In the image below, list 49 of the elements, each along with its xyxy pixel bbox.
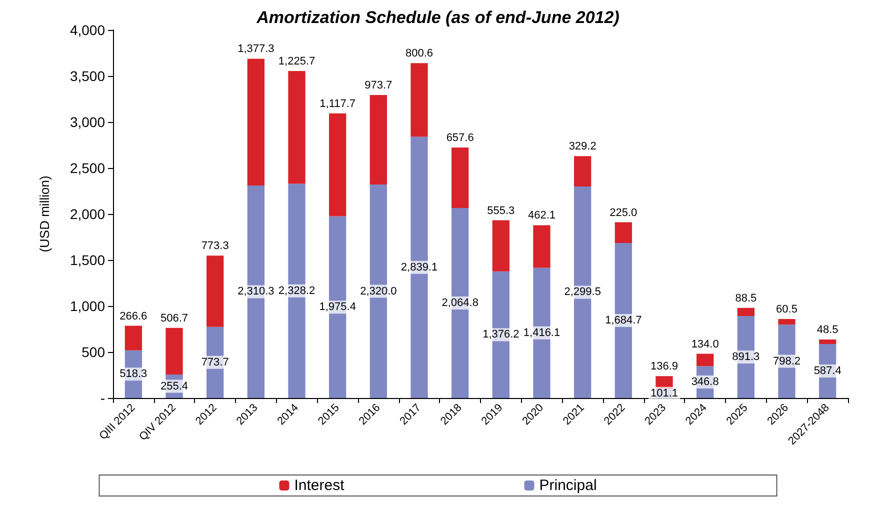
data-label: 329.2 (568, 140, 596, 153)
data-label: 136.9 (650, 360, 678, 373)
data-label: 798.2 (772, 355, 801, 368)
y-axis-title: (USD million) (37, 176, 52, 252)
data-label: 2,310.3 (238, 286, 274, 298)
data-label: 773.7 (201, 356, 229, 368)
legend-label: Principal (539, 477, 597, 494)
data-label: 101.1 (650, 387, 678, 400)
data-label: 518.3 (120, 368, 148, 380)
chart-title: Amortization Schedule (as of end-June 2012) (256, 8, 620, 27)
data-label: 657.6 (446, 132, 474, 144)
data-label: 225.0 (610, 206, 638, 219)
data-label: 1,975.4 (319, 301, 356, 314)
data-label: 1,416.1 (523, 326, 560, 339)
y-tick-label: 4,000 (70, 22, 106, 38)
y-tick-label: 500 (82, 344, 106, 360)
data-label: 346.8 (691, 376, 719, 388)
y-tick-label: 2,500 (70, 160, 106, 176)
data-label: 1,117.7 (320, 98, 356, 110)
data-label: 2,299.5 (564, 286, 601, 298)
data-label: 1,684.7 (605, 314, 642, 327)
data-label: 1,377.3 (238, 43, 274, 56)
data-label: 88.5 (735, 292, 757, 304)
data-label: 891.3 (732, 351, 760, 363)
data-label: 2,320.0 (360, 285, 397, 298)
data-label: 555.3 (487, 204, 515, 217)
data-label: 587.4 (814, 364, 842, 377)
data-label: 1,225.7 (278, 56, 316, 68)
y-tick-label: 2,000 (70, 206, 106, 222)
data-label: 60.5 (776, 304, 798, 316)
y-tick-label: 1,000 (70, 298, 106, 314)
data-label: 134.0 (691, 338, 719, 350)
data-label: 48.5 (816, 324, 838, 336)
y-tick-label: 1,500 (70, 252, 106, 268)
data-label: 773.3 (201, 240, 229, 252)
data-label: 2,064.8 (442, 297, 478, 310)
data-label: 800.6 (405, 48, 434, 60)
data-label: 2,839.1 (400, 261, 438, 274)
legend-label: Interest (294, 477, 346, 494)
y-tick-label: - (100, 390, 106, 406)
data-label: 462.1 (528, 210, 556, 222)
y-tick-label: 3,000 (70, 114, 106, 130)
data-label: 1,376.2 (482, 328, 520, 341)
data-label: 255.4 (160, 380, 188, 392)
data-label: 506.7 (160, 312, 188, 324)
data-label: 266.6 (120, 310, 148, 322)
data-label: 2,328.2 (278, 284, 316, 297)
y-tick-label: 3,500 (70, 68, 106, 84)
data-label: 973.7 (364, 79, 392, 92)
